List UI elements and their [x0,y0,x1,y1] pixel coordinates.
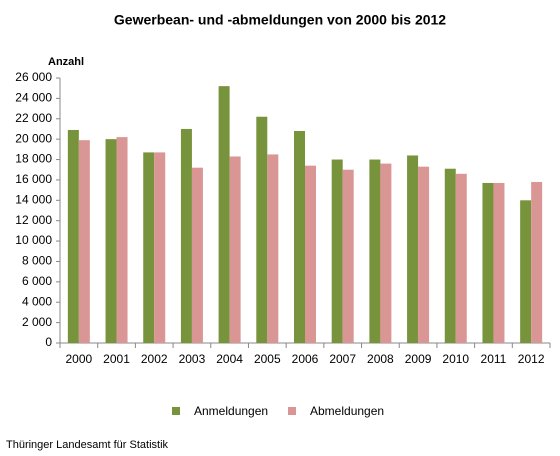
legend-label: Abmeldungen [310,404,384,418]
x-tick-label: 2001 [103,352,130,366]
y-tick-label: 16 000 [15,172,52,186]
bar [154,152,166,343]
bar [67,129,79,343]
y-tick-label: 18 000 [15,152,52,166]
x-tick-label: 2012 [518,352,545,366]
bar [369,159,381,343]
bar [180,128,192,343]
y-tick-label: 22 000 [15,111,52,125]
y-tick-label: 14 000 [15,192,52,206]
x-tick-label: 2005 [254,352,281,366]
legend-label: Anmeldungen [194,404,268,418]
x-tick-label: 2006 [292,352,319,366]
bar [482,182,494,343]
x-tick-label: 2000 [65,352,92,366]
x-tick-label: 2011 [481,352,507,366]
y-axis-label: Anzahl [48,56,84,68]
bar [444,168,456,343]
bar [143,152,155,343]
legend-swatch [172,407,180,415]
x-tick-label: 2003 [179,352,206,366]
y-tick-label: 24 000 [15,91,52,105]
x-tick-label: 2010 [442,352,469,366]
bar [256,116,268,343]
x-tick-label: 2009 [405,352,432,366]
y-tick-label: 10 000 [15,233,52,247]
y-tick-label: 20 000 [15,131,52,145]
bar [493,182,505,343]
y-tick-label: 26 000 [15,70,52,84]
bar [191,167,203,343]
chart-title: Gewerbean- und -abmeldungen von 2000 bis… [114,12,446,28]
bar [116,137,128,343]
bar [380,163,392,343]
bar [531,181,543,343]
x-tick-label: 2008 [367,352,394,366]
bar [407,155,419,343]
y-tick-label: 12 000 [15,213,52,227]
x-tick-label: 2002 [141,352,168,366]
y-tick-label: 0 [45,335,52,349]
legend-swatch [288,407,296,415]
x-tick-label: 2004 [216,352,243,366]
bar [229,156,241,343]
y-tick-label: 8 000 [22,254,52,268]
bar [342,169,354,343]
source: Thüringer Landesamt für Statistik [6,439,169,451]
x-tick-label: 2007 [329,352,356,366]
bar [294,131,305,343]
y-tick-label: 4 000 [22,294,52,308]
bar [331,159,343,343]
bar [520,200,532,343]
y-tick-label: 6 000 [22,274,52,288]
bar [218,86,230,344]
y-tick-label: 2 000 [22,315,52,329]
bar [78,140,90,343]
bar [418,166,430,343]
bar [305,165,316,343]
bar [105,139,117,343]
bar [267,154,279,343]
bar [455,173,467,343]
